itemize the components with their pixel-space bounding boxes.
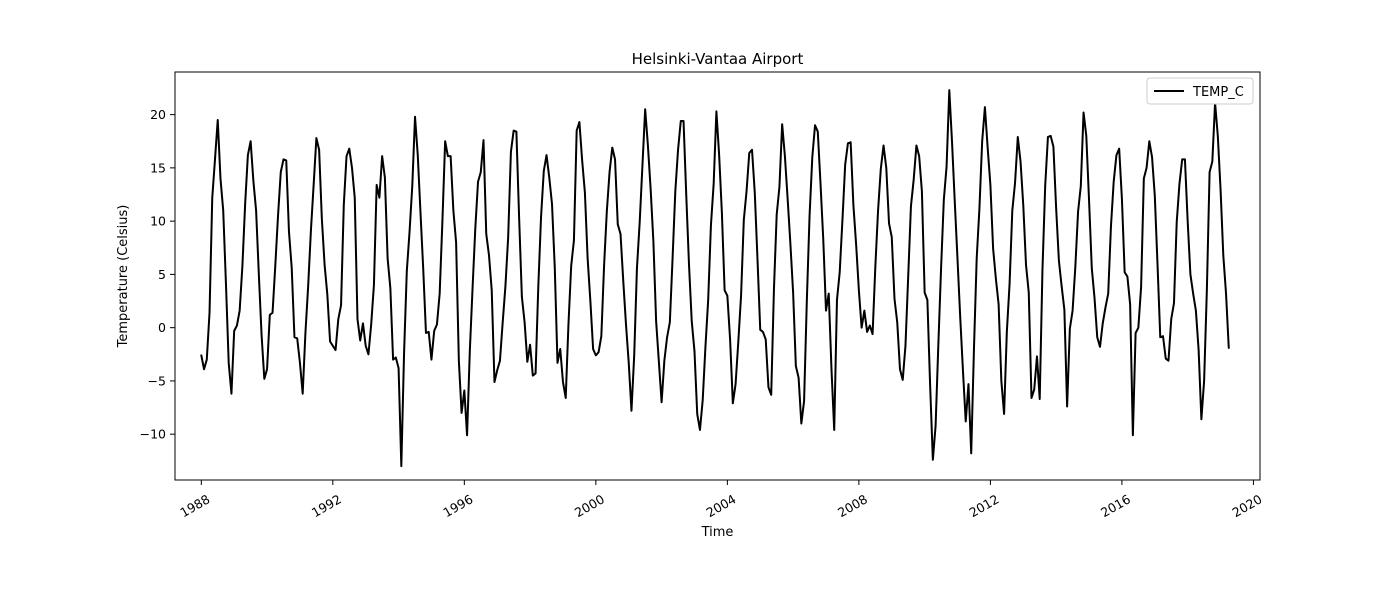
y-tick-label-15: 15 — [150, 160, 166, 175]
legend-label-temp-c: TEMP_C — [1192, 85, 1244, 100]
chart-title: Helsinki-Vantaa Airport — [632, 50, 804, 68]
x-axis-label: Time — [701, 525, 734, 540]
y-tick-label-20: 20 — [150, 107, 166, 122]
y-tick-label--10: −10 — [140, 427, 166, 442]
y-tick-label-0: 0 — [158, 320, 166, 335]
y-axis-label: Temperature (Celsius) — [116, 205, 131, 349]
y-tick-label--5: −5 — [148, 373, 166, 388]
plot-frame — [174, 71, 1261, 481]
series-line-temp-c — [200, 89, 1230, 468]
y-tick-label-10: 10 — [150, 214, 166, 229]
legend-box — [1146, 77, 1254, 105]
legend: TEMP_C — [1146, 77, 1254, 105]
y-axis: −10 −5 0 5 10 15 20 — [140, 107, 175, 442]
plot-area — [174, 71, 1261, 481]
y-tick-label-5: 5 — [158, 267, 166, 282]
